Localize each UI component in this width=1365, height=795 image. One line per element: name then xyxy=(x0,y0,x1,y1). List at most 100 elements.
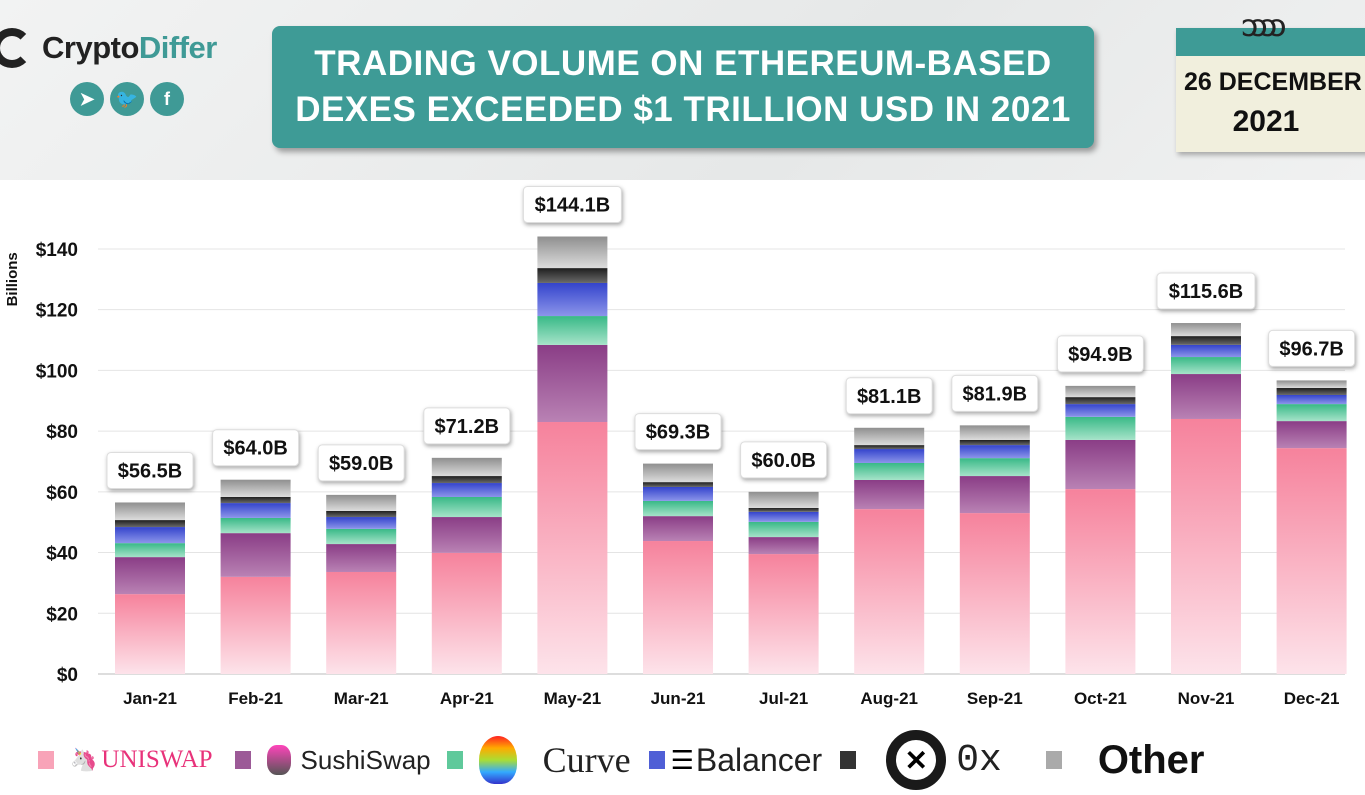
bar-segment-0x xyxy=(854,445,925,450)
bar-segment-sushiswap xyxy=(431,517,502,553)
bar-segment-other xyxy=(643,463,713,483)
bar-segment-uniswap xyxy=(431,552,502,674)
title-line-1: TRADING VOLUME ON ETHEREUM-BASED xyxy=(314,44,1052,83)
legend-label: UNISWAP xyxy=(101,746,213,773)
data-label-box xyxy=(845,377,933,415)
telegram-icon[interactable]: ➤ xyxy=(70,82,104,116)
data-label: $81.1B xyxy=(857,386,922,408)
data-label-box xyxy=(1156,272,1256,310)
legend-item-balancer: ☰ Balancer xyxy=(648,741,823,779)
bar-segment-balancer xyxy=(1065,404,1136,417)
bar-segment-uniswap xyxy=(1276,448,1347,674)
y-tick-label: $100 xyxy=(36,361,78,382)
x-tick-label: Sep-21 xyxy=(967,689,1023,708)
bar-segment-other xyxy=(854,427,925,446)
bar-segment-other xyxy=(220,479,291,498)
legend-item-uniswap: 🦄 UNISWAP xyxy=(38,746,213,774)
facebook-icon[interactable]: f xyxy=(150,82,184,116)
bar-segment-uniswap xyxy=(537,422,608,674)
data-label-box xyxy=(423,407,511,445)
header: CryptoDiffer ➤ 🐦 f TRADING VOLUME ON ETH… xyxy=(0,0,1365,180)
legend-label: Curve xyxy=(542,740,631,780)
x-tick-label: Feb-21 xyxy=(228,689,283,708)
legend-swatch xyxy=(446,751,463,769)
data-label-box xyxy=(522,186,622,224)
bar-segment-balancer xyxy=(220,503,291,518)
calendar-top xyxy=(1176,28,1365,56)
data-label: $115.6B xyxy=(1169,281,1244,303)
bar-segment-curve xyxy=(959,458,1030,477)
bar-segment-uniswap xyxy=(643,541,713,674)
legend-label: Balancer xyxy=(695,741,823,778)
x-tick-label: Jun-21 xyxy=(651,689,706,708)
y-tick-label: $80 xyxy=(46,422,78,443)
bar-segment-uniswap xyxy=(115,594,185,674)
y-tick-label: $60 xyxy=(46,483,78,504)
brand-name-a: Crypto xyxy=(42,30,139,65)
y-tick-label: $0 xyxy=(57,665,78,686)
data-label-box xyxy=(106,451,194,489)
bar-segment-0x xyxy=(959,439,1030,446)
legend-swatch xyxy=(1045,751,1062,769)
y-tick-label: $20 xyxy=(46,604,78,625)
data-label-box xyxy=(634,413,722,451)
bar-segment-0x xyxy=(537,268,608,283)
bar-segment-sushiswap xyxy=(1276,421,1347,449)
data-label: $56.5B xyxy=(118,460,183,482)
bar-segment-curve xyxy=(643,500,713,517)
legend-swatch xyxy=(648,751,665,769)
bar-segment-balancer xyxy=(326,517,397,529)
legend-label: SushiSwap xyxy=(300,744,431,775)
x-tick-label: May-21 xyxy=(544,689,602,708)
bar-segment-curve xyxy=(326,528,397,545)
bar-segment-uniswap xyxy=(326,571,397,674)
bar-segment-balancer xyxy=(537,282,608,317)
bar-segment-sushiswap xyxy=(115,557,185,595)
bar-segment-0x xyxy=(1065,397,1136,405)
bar-segment-0x xyxy=(220,497,291,504)
bar-segment-0x xyxy=(1276,388,1347,395)
x-tick-label: Aug-21 xyxy=(860,689,918,708)
bar-segment-sushiswap xyxy=(326,544,397,572)
bar-segment-other xyxy=(537,236,608,269)
bar-segment-uniswap xyxy=(220,576,291,674)
data-label-box xyxy=(1268,329,1356,367)
bar-segment-sushiswap xyxy=(643,516,713,542)
bar-segment-0x xyxy=(1171,336,1241,345)
x-tick-label: Mar-21 xyxy=(334,689,389,708)
data-label-box xyxy=(212,429,300,467)
data-label: $59.0B xyxy=(329,453,394,475)
bar-segment-other xyxy=(748,491,819,508)
x-tick-label: Jul-21 xyxy=(759,689,808,708)
legend-swatch xyxy=(234,751,251,769)
bar-segment-uniswap xyxy=(748,554,819,674)
legend-item-sushiswap: SushiSwap xyxy=(234,744,431,776)
data-label: $71.2B xyxy=(435,416,500,438)
bar-segment-other xyxy=(431,457,502,477)
unicorn-icon: 🦄 xyxy=(70,747,98,772)
legend-label: 0x xyxy=(956,738,1002,782)
0x-icon: ✕ xyxy=(886,730,947,790)
bar-segment-balancer xyxy=(748,511,819,522)
bar-segment-0x xyxy=(748,507,819,512)
title-line-2: DEXES EXCEEDED $1 TRILLION USD IN 2021 xyxy=(295,90,1071,129)
twitter-icon[interactable]: 🐦 xyxy=(110,82,144,116)
bar-segment-other xyxy=(115,502,185,521)
bar-segment-0x xyxy=(326,510,397,518)
bar-segment-balancer xyxy=(115,527,185,544)
data-label: $60.0B xyxy=(751,450,816,472)
legend-item-curve: Curve xyxy=(446,736,631,784)
y-tick-label: $140 xyxy=(36,240,78,261)
bar-segment-curve xyxy=(220,517,291,534)
bar-segment-sushiswap xyxy=(220,533,291,577)
bar-segment-curve xyxy=(115,543,185,558)
y-axis-label: Billions xyxy=(4,252,21,306)
sushi-icon xyxy=(266,745,291,775)
legend-swatch xyxy=(840,751,857,769)
cryptodiffer-logo[interactable]: CryptoDiffer xyxy=(0,28,217,68)
bar-segment-sushiswap xyxy=(537,344,608,423)
bar-segment-balancer xyxy=(643,486,713,501)
bar-segment-uniswap xyxy=(1065,489,1136,674)
y-tick-label: $40 xyxy=(46,544,78,565)
data-label-box xyxy=(740,441,828,479)
